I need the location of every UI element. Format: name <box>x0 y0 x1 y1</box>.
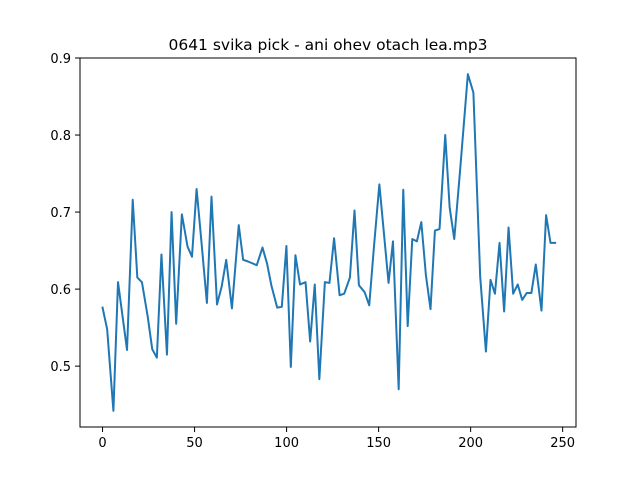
y-tick-label: 0.5 <box>50 360 71 375</box>
plot-frame <box>79 57 577 428</box>
chart-title: 0641 svika pick - ani ohev otach lea.mp3 <box>168 36 487 54</box>
x-tick-label: 150 <box>366 436 391 451</box>
y-tick-label: 0.6 <box>50 283 71 298</box>
x-tick-label: 100 <box>274 436 299 451</box>
y-axis: 0.5 0.6 0.7 0.8 0.9 <box>50 52 80 375</box>
x-tick-label: 0 <box>98 436 106 451</box>
x-axis: 0 50 100 150 200 250 <box>98 427 575 451</box>
y-tick-label: 0.9 <box>50 52 71 67</box>
x-tick-label: 250 <box>550 436 575 451</box>
x-tick-label: 50 <box>186 436 203 451</box>
y-tick-label: 0.8 <box>50 129 71 144</box>
y-tick-label: 0.7 <box>50 206 71 221</box>
x-tick-label: 200 <box>458 436 483 451</box>
series-layer <box>101 73 557 412</box>
series-line-1 <box>101 73 557 412</box>
